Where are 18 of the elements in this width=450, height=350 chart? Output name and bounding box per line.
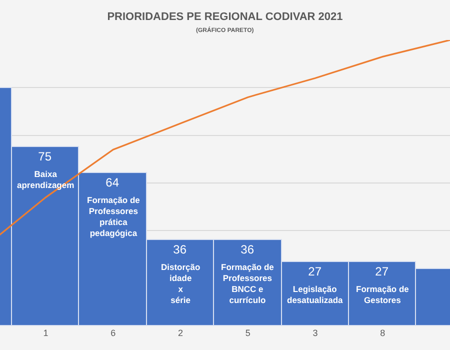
annotation: Legislação desatualizada	[287, 284, 344, 306]
x-tick-label: 5	[245, 328, 250, 338]
data-label: 27	[308, 264, 322, 278]
data-label: 75	[38, 150, 52, 164]
x-tick-label: 6	[110, 328, 116, 338]
data-label: 36	[173, 242, 187, 256]
x-tick-label: 1	[43, 328, 48, 338]
annotation: Formação de Professores prática pedagógica	[87, 195, 140, 238]
x-tick-label: 2	[178, 328, 184, 338]
data-label: 36	[240, 242, 254, 256]
annotation: Distorção idade x série	[161, 262, 200, 306]
data-label: 27	[375, 264, 389, 278]
annotation: Formação de Professores BNCC e currículo	[221, 262, 274, 306]
x-tick-label: 3	[312, 328, 318, 338]
annotation: Formação de Gestores	[356, 284, 410, 306]
chart-title: PRIORIDADES PE REGIONAL CODIVAR 2021	[107, 10, 343, 23]
x-tick-label: 8	[380, 328, 386, 338]
data-label: 64	[106, 176, 120, 190]
